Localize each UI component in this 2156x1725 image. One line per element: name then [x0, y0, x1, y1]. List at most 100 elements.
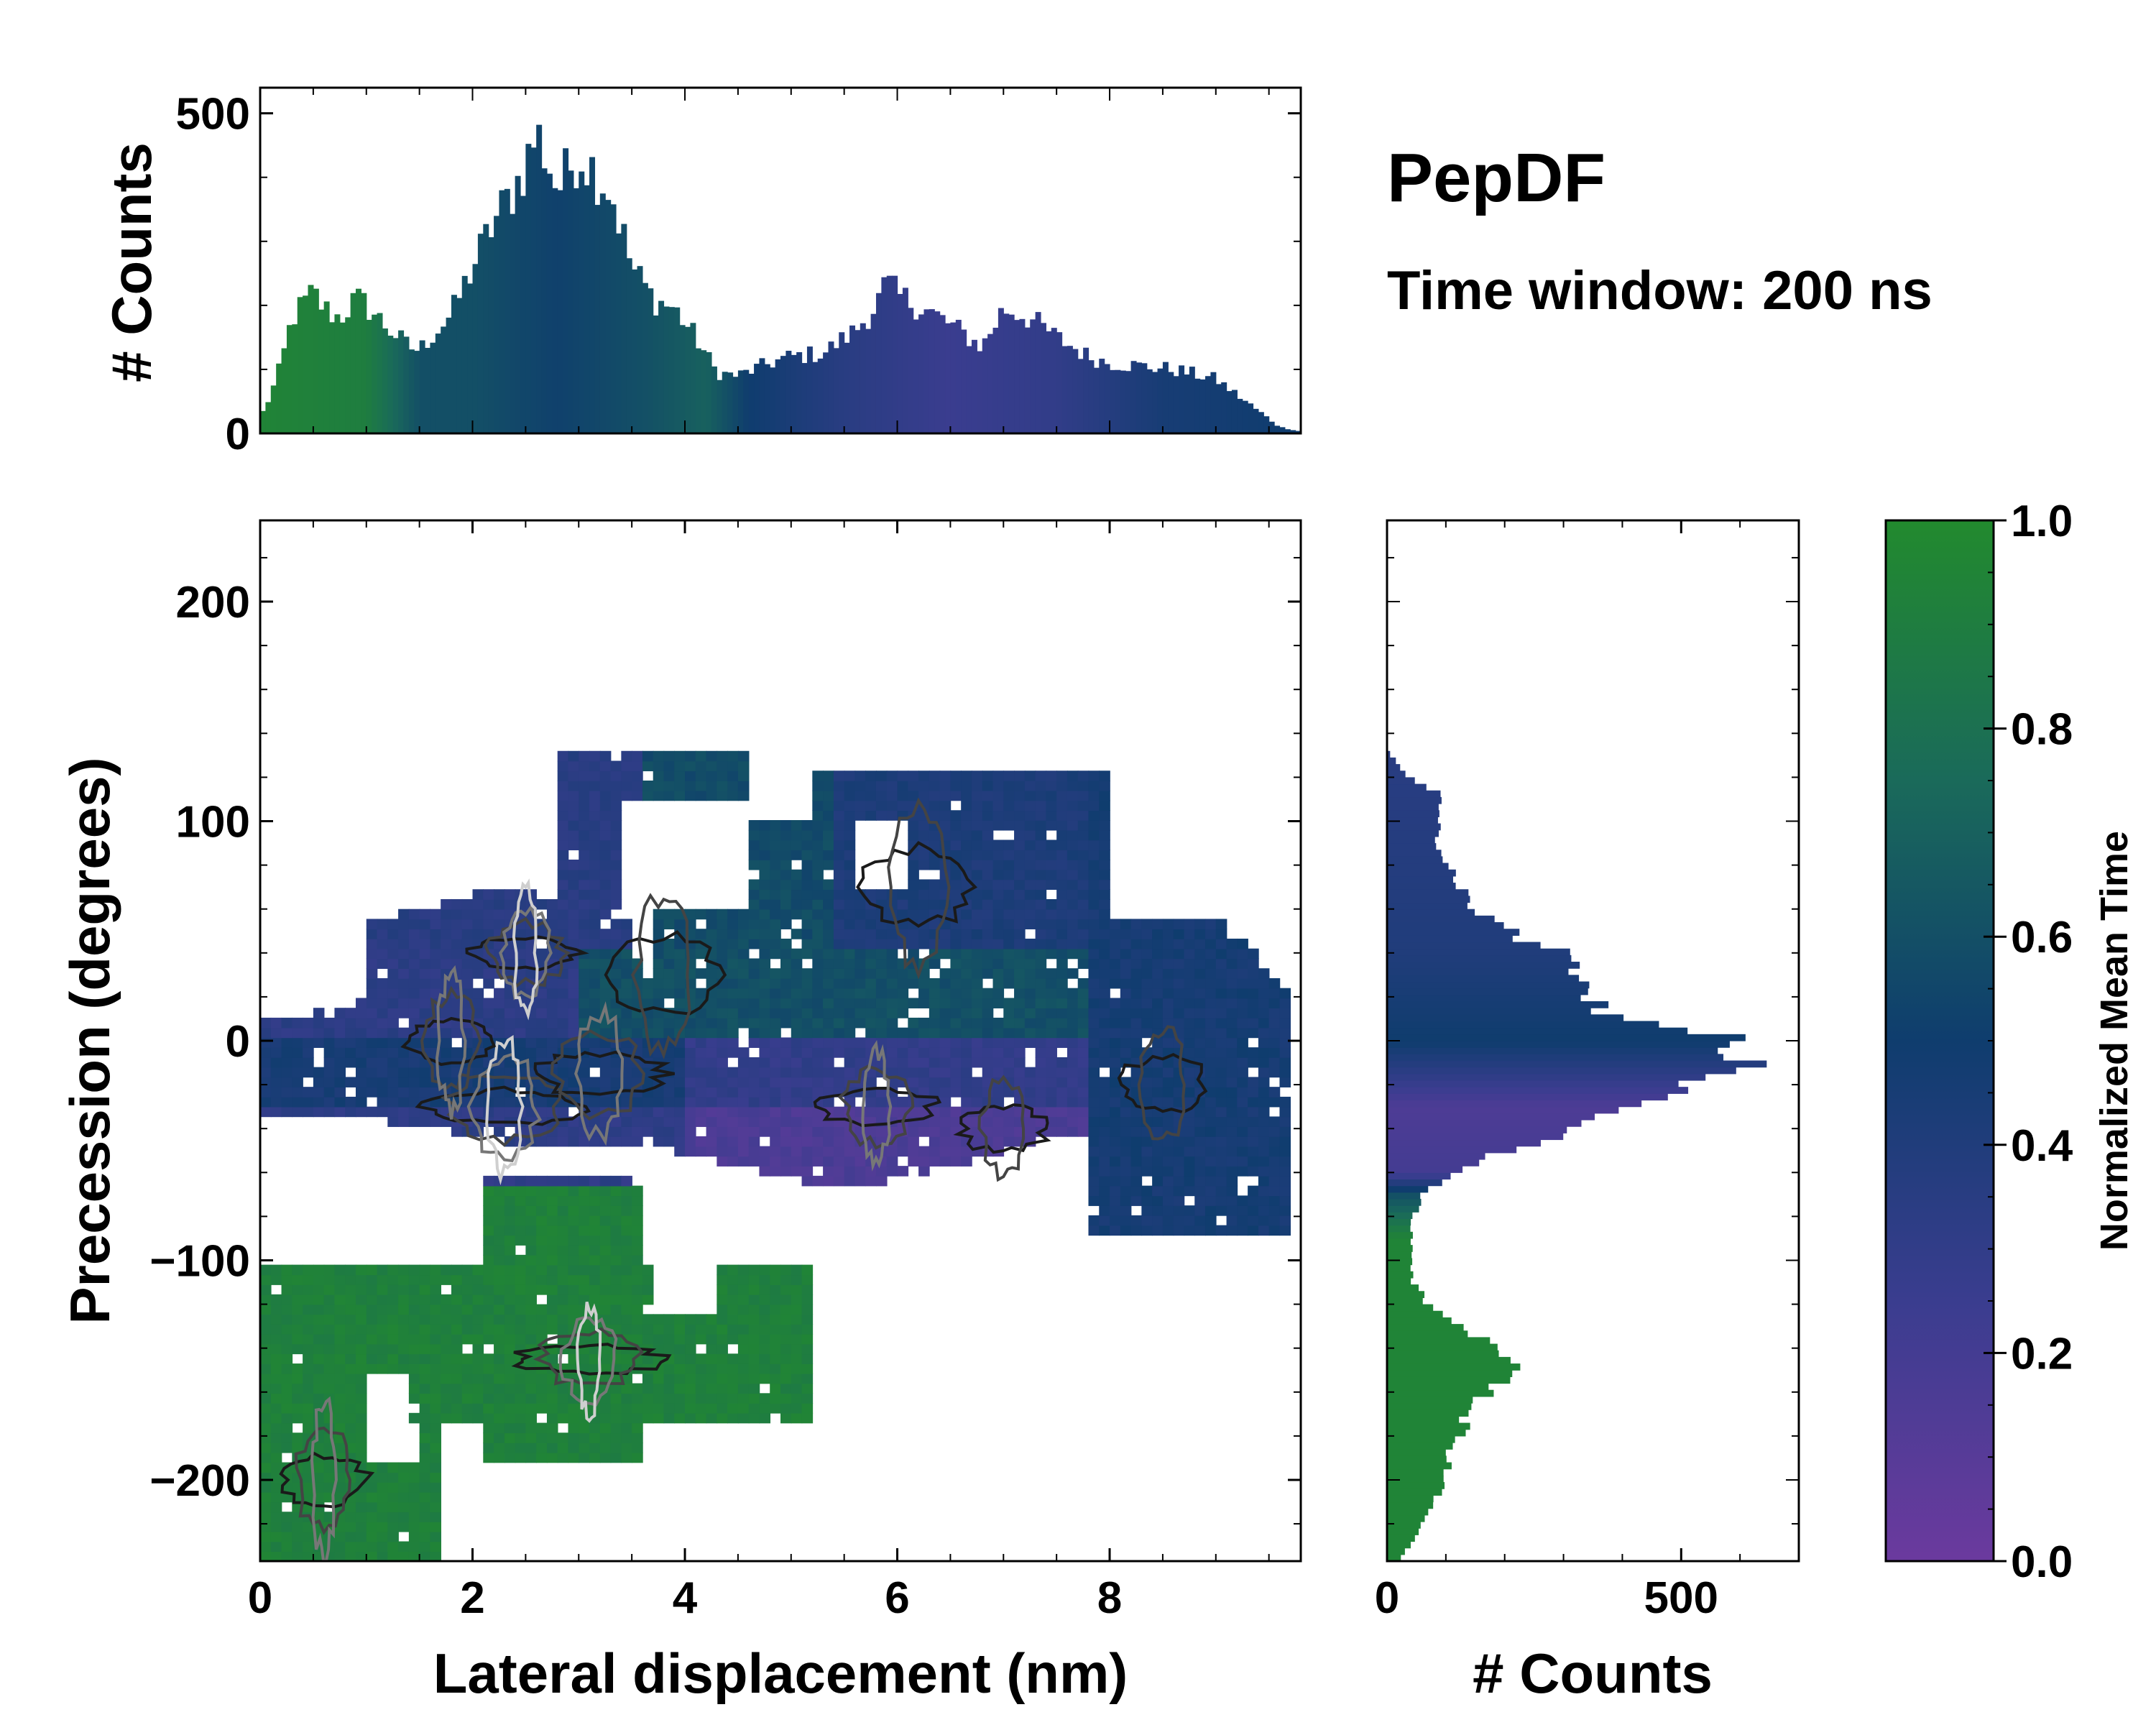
heatmap-cell: [833, 998, 845, 1008]
heatmap-cell: [1226, 968, 1238, 979]
heatmap-cell: [589, 1284, 601, 1295]
heatmap-cell: [737, 1156, 750, 1167]
heatmap-cell: [377, 1324, 389, 1335]
heatmap-cell: [323, 1017, 336, 1029]
heatmap-cell: [1194, 988, 1206, 999]
heatmap-cell: [536, 1195, 548, 1206]
heatmap-cell: [1130, 1156, 1143, 1167]
heatmap-cell: [1205, 919, 1217, 930]
heatmap-cell: [918, 879, 930, 891]
heatmap-cell: [1258, 1077, 1270, 1087]
heatmap-cell: [759, 1284, 771, 1295]
heatmap-cell: [759, 908, 771, 920]
heatmap-cell: [1035, 819, 1047, 831]
heatmap-cell: [260, 1304, 272, 1315]
heatmap-cell: [1130, 1047, 1143, 1058]
heatmap-cell: [875, 790, 888, 801]
heatmap-cell: [568, 790, 580, 801]
heatmap-cell: [961, 790, 972, 801]
heatmap-cell: [823, 859, 834, 870]
heatmap-cell: [1215, 1225, 1227, 1236]
heatmap-cell: [461, 1324, 474, 1335]
top-histogram-bar: [1242, 400, 1248, 433]
heatmap-cell: [642, 1383, 654, 1394]
heatmap-cell: [334, 1047, 346, 1058]
heatmap-cell: [897, 978, 909, 989]
heatmap-cell: [992, 1096, 1005, 1108]
heatmap-cell: [1268, 1008, 1281, 1018]
heatmap-cell: [812, 850, 824, 860]
heatmap-cell: [939, 968, 952, 979]
heatmap-cell: [1046, 859, 1057, 870]
heatmap-cell: [557, 1008, 569, 1018]
heatmap-cell: [1056, 1116, 1068, 1127]
heatmap-cell: [1067, 1116, 1079, 1127]
heatmap-cell: [579, 968, 590, 979]
heatmap-cell: [717, 1412, 728, 1424]
heatmap-cell: [1141, 1166, 1153, 1177]
heatmap-cell: [1003, 1047, 1015, 1058]
heatmap-cell: [1056, 1077, 1068, 1087]
heatmap-cell: [950, 1077, 962, 1087]
top-histogram-bar: [339, 322, 346, 433]
heatmap-cell: [1152, 948, 1164, 960]
heatmap-cell: [950, 1146, 962, 1157]
right-histogram-bar: [1387, 1093, 1668, 1101]
heatmap-cell: [737, 1274, 750, 1285]
heatmap-cell: [504, 1422, 516, 1434]
heatmap-cell: [992, 1017, 1005, 1029]
heatmap-cell: [281, 1541, 293, 1552]
heatmap-cell: [610, 1393, 622, 1404]
heatmap-cell: [408, 958, 420, 969]
heatmap-cell: [1024, 968, 1036, 979]
heatmap-cell: [908, 1136, 919, 1147]
heatmap-cell: [408, 1294, 420, 1305]
heatmap-cell: [610, 1116, 622, 1127]
heatmap-cell: [366, 968, 378, 979]
heatmap-cell: [398, 1314, 410, 1325]
heatmap-cell: [663, 781, 676, 791]
heatmap-cell: [706, 1412, 718, 1424]
top-histogram-bar: [902, 288, 908, 433]
heatmap-cell: [717, 1314, 728, 1325]
heatmap-cell: [355, 1314, 367, 1325]
heatmap-cell: [759, 929, 771, 939]
heatmap-cell: [461, 1373, 474, 1384]
heatmap-cell: [801, 819, 814, 831]
heatmap-cell: [1099, 829, 1110, 841]
heatmap-cell: [334, 1274, 346, 1285]
density-contour: [574, 1001, 625, 1146]
heatmap-cell: [801, 898, 814, 910]
heatmap-cell: [961, 859, 972, 870]
heatmap-cell: [770, 1284, 781, 1295]
heatmap-cell: [1152, 929, 1164, 939]
heatmap-cell: [770, 1373, 781, 1384]
heatmap-cell: [1279, 1077, 1291, 1087]
heatmap-cell: [292, 1057, 303, 1068]
right-histogram-bar: [1387, 1192, 1421, 1200]
heatmap-cell: [1067, 790, 1079, 801]
heatmap-cell: [642, 1274, 654, 1285]
top-histogram-bar: [1189, 367, 1195, 433]
heatmap-cell: [515, 1403, 527, 1414]
heatmap-cell: [780, 859, 792, 870]
heatmap-cell: [982, 889, 994, 900]
heatmap-cell: [1152, 1215, 1164, 1226]
heatmap-cell: [557, 829, 569, 841]
heatmap-cell: [685, 1383, 696, 1394]
heatmap-cell: [579, 938, 590, 949]
heatmap-cell: [801, 929, 814, 939]
right-histogram-bar: [1387, 929, 1520, 936]
top-histogram-bar: [1110, 369, 1116, 433]
heatmap-cell: [929, 1047, 941, 1058]
heatmap-cell: [982, 988, 994, 999]
heatmap-cell: [1099, 879, 1110, 891]
heatmap-cell: [844, 879, 856, 891]
heatmap-cell: [579, 1175, 590, 1187]
heatmap-cell: [801, 1403, 814, 1414]
heatmap-cell: [812, 1057, 824, 1068]
heatmap-cell: [568, 760, 580, 772]
heatmap-cell: [1184, 978, 1196, 989]
heatmap-cell: [568, 1452, 580, 1463]
heatmap-cell: [737, 1067, 750, 1078]
